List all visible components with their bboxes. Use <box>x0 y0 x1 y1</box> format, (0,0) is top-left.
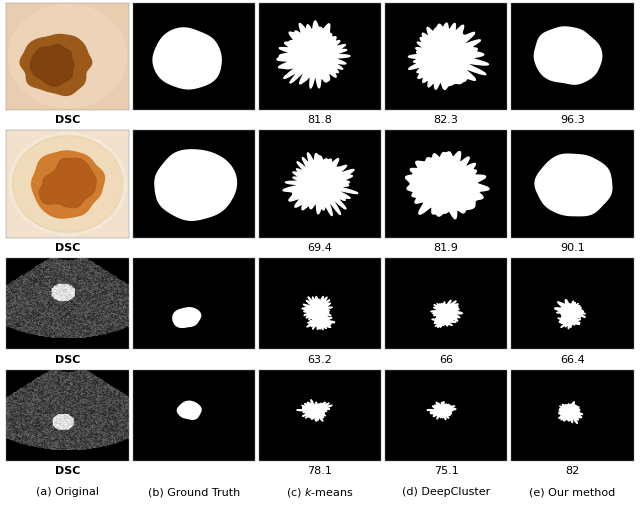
Polygon shape <box>307 311 335 329</box>
Polygon shape <box>297 400 332 421</box>
Polygon shape <box>155 150 236 220</box>
Polygon shape <box>558 313 580 329</box>
Polygon shape <box>31 44 74 86</box>
Polygon shape <box>177 401 201 419</box>
Text: 66: 66 <box>439 355 453 365</box>
Text: 66.4: 66.4 <box>560 355 585 365</box>
Text: (c) $k$-means: (c) $k$-means <box>286 485 354 498</box>
Text: 81.9: 81.9 <box>434 243 459 253</box>
Polygon shape <box>9 5 127 108</box>
Polygon shape <box>302 296 332 324</box>
Text: DSC: DSC <box>55 466 81 476</box>
Text: 78.1: 78.1 <box>308 466 332 476</box>
Text: DSC: DSC <box>55 115 81 125</box>
Polygon shape <box>13 136 123 232</box>
Text: (a) Original: (a) Original <box>36 487 99 497</box>
Polygon shape <box>283 153 358 216</box>
Polygon shape <box>535 154 612 216</box>
Polygon shape <box>153 28 221 89</box>
Polygon shape <box>559 402 582 423</box>
Polygon shape <box>427 402 456 420</box>
Text: 63.2: 63.2 <box>308 355 332 365</box>
Polygon shape <box>431 300 462 325</box>
Text: 82: 82 <box>565 466 579 476</box>
Text: 75.1: 75.1 <box>434 466 458 476</box>
Text: (d) DeepCluster: (d) DeepCluster <box>402 487 490 497</box>
Polygon shape <box>31 151 104 218</box>
Text: (b) Ground Truth: (b) Ground Truth <box>148 487 240 497</box>
Polygon shape <box>39 159 96 208</box>
Text: DSC: DSC <box>55 355 81 365</box>
Polygon shape <box>9 132 127 235</box>
Text: (e) Our method: (e) Our method <box>529 487 616 497</box>
Polygon shape <box>406 152 489 219</box>
Text: 90.1: 90.1 <box>560 243 585 253</box>
Polygon shape <box>20 34 92 95</box>
Text: 81.8: 81.8 <box>308 115 332 125</box>
Polygon shape <box>408 23 488 89</box>
Text: 69.4: 69.4 <box>308 243 332 253</box>
Text: 82.3: 82.3 <box>434 115 459 125</box>
Polygon shape <box>534 27 602 84</box>
Polygon shape <box>432 309 457 327</box>
Polygon shape <box>555 299 586 321</box>
Text: DSC: DSC <box>55 243 81 253</box>
Polygon shape <box>277 21 350 88</box>
Text: 96.3: 96.3 <box>560 115 585 125</box>
Polygon shape <box>173 308 201 327</box>
